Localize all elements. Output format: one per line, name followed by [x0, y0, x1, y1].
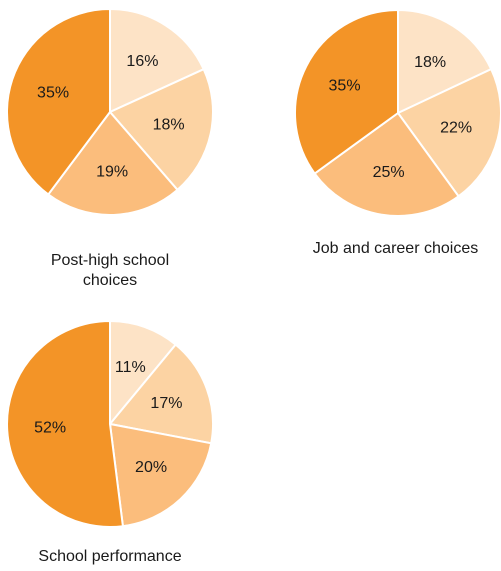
pie-slice: [108, 343, 214, 445]
slice-value-label: 11%: [115, 359, 146, 376]
slice-value-label: 52%: [34, 419, 66, 436]
school-performance-pie: 11% 17% 20% 52%: [6, 319, 214, 528]
pie-slice: [109, 319, 178, 427]
pie-slice: [108, 422, 213, 528]
slice-value-label: 17%: [150, 395, 182, 412]
pie-title-line-1: Post-high school: [50, 252, 170, 269]
pie-title-line-2: choices: [82, 272, 138, 289]
pie-slice: [6, 7, 111, 196]
pie-slice: [294, 8, 399, 175]
job-and-career-choices-pie: 18% 22% 25% 35%: [294, 8, 501, 217]
slice-value-label: 35%: [37, 85, 69, 102]
slice-value-label: 18%: [153, 116, 185, 133]
slice-value-label: 22%: [440, 119, 472, 136]
pie-title-school-performance: School performance: [38, 548, 182, 565]
pie-slice: [6, 319, 125, 528]
slice-value-label: 25%: [373, 164, 405, 181]
pie-title-post-high-school-choices: Post-high school choices: [10, 251, 210, 291]
slice-value-label: 18%: [414, 54, 446, 71]
pie-slice: [46, 110, 179, 217]
pie-slice: [108, 67, 214, 192]
pie-slice: [397, 8, 493, 115]
slice-value-label: 35%: [329, 77, 361, 94]
pie-slice: [313, 111, 460, 217]
pie-slice: [109, 7, 206, 114]
post-high-school-choices-pie: 16% 18% 19% 35%: [6, 7, 214, 217]
slice-value-label: 16%: [126, 53, 158, 70]
slice-value-label: 20%: [135, 459, 167, 476]
pie-title-job-and-career-choices: Job and career choices: [312, 240, 479, 257]
pie-slice: [396, 67, 501, 198]
slice-value-label: 19%: [96, 163, 128, 180]
